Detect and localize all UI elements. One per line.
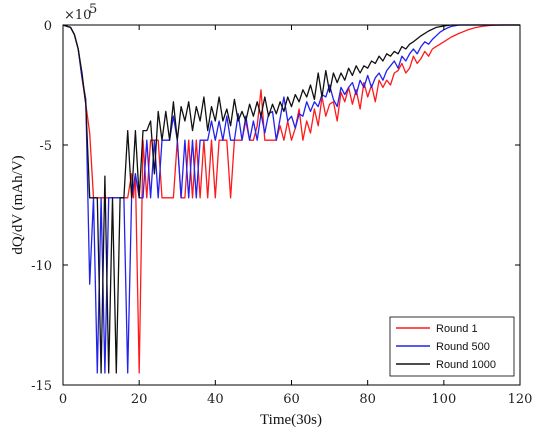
y-exponent: ×10 5: [64, 2, 97, 23]
x-tick-label: 20: [131, 392, 148, 407]
series-line-round-1: [62, 24, 520, 374]
series-layer: [62, 24, 520, 374]
legend: Round 1 Round 500 Round 1000: [389, 316, 515, 377]
y-tick-label: -5: [39, 139, 52, 154]
x-tick-label: 40: [207, 392, 224, 407]
legend-label: Round 500: [436, 341, 490, 353]
y-axis-label: dQ/dV (mAh/V): [10, 155, 26, 254]
y-tick-label: 0: [44, 19, 52, 34]
x-tick-label: 100: [431, 392, 456, 407]
x-tick-label: 0: [59, 392, 67, 407]
x-tick-label: 60: [283, 392, 300, 407]
series-line-round-1000: [62, 24, 520, 374]
y-tick-label: -15: [31, 379, 52, 394]
y-tick-label: -10: [31, 259, 52, 274]
x-tick-label: 120: [508, 392, 533, 407]
legend-label: Round 1: [436, 323, 478, 335]
x-tick-label: 80: [359, 392, 376, 407]
y-exponent-power: 5: [89, 2, 97, 17]
y-exponent-base: ×10: [64, 8, 91, 23]
ticks-layer: 0 20 40 60 80 100 120 0 -5 -10 -15: [31, 19, 532, 407]
x-axis-label: Time(30s): [260, 412, 322, 428]
legend-label: Round 1000: [436, 359, 496, 371]
